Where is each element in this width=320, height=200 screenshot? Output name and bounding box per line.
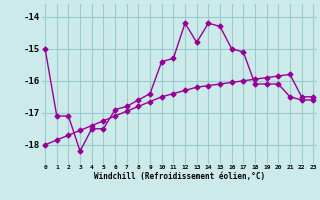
X-axis label: Windchill (Refroidissement éolien,°C): Windchill (Refroidissement éolien,°C) [94,172,265,181]
